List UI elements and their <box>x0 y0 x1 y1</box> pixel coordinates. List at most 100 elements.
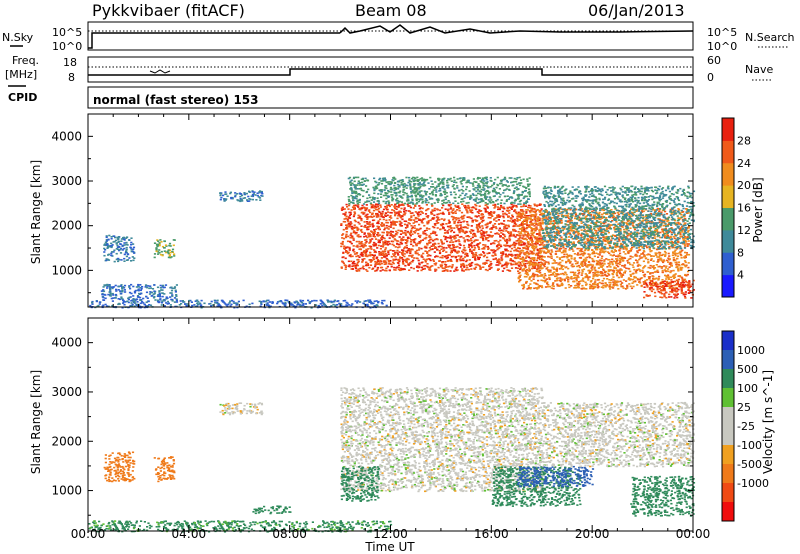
scatter-cell-4 <box>533 267 537 269</box>
scatter-cell-4 <box>436 208 439 210</box>
scatter-cell-4 <box>471 209 474 211</box>
scatter-cell-4 <box>465 268 468 271</box>
scatter-cell-6 <box>663 222 666 224</box>
scatter-cell-3 <box>148 293 152 295</box>
scatter-cell-4 <box>440 245 443 248</box>
scatter-cell-0 <box>120 247 123 250</box>
scatter-cell-4 <box>462 217 465 219</box>
scatter-cell-4 <box>491 215 494 217</box>
scatter-cell-6 <box>571 215 574 217</box>
scatter-cell-4 <box>491 228 494 230</box>
scatter-cell-5 <box>409 187 412 189</box>
scatter-cell-4 <box>417 232 420 235</box>
scatter-cell-6 <box>613 267 616 270</box>
scatter-cell-4 <box>395 267 398 269</box>
scatter-cell-4 <box>409 206 412 209</box>
scatter-cell-4 <box>502 223 505 225</box>
scatter-cell-4 <box>513 205 516 207</box>
scatter-cell-4 <box>471 256 475 258</box>
scatter-cell-4 <box>377 227 380 229</box>
scatter-cell-6 <box>568 286 571 289</box>
scatter-cell-4 <box>432 245 435 247</box>
scatter-cell-5 <box>489 202 492 204</box>
scatter-cell-6 <box>559 247 563 250</box>
scatter-cell-4 <box>427 266 430 269</box>
scatter-cell-5 <box>503 195 506 198</box>
scatter-cell-4 <box>363 233 366 235</box>
scatter-cell-6 <box>586 256 589 259</box>
scatter-cell-4 <box>455 224 458 227</box>
scatter-cell-4 <box>469 248 472 251</box>
scatter-cell-5 <box>431 193 434 196</box>
scatter-cell-4 <box>489 228 492 230</box>
scatter-cell-4 <box>509 232 512 235</box>
scatter-cell-5 <box>411 198 414 201</box>
scatter-cell-6 <box>686 231 689 233</box>
scatter-cell-0 <box>117 260 120 263</box>
scatter-cell-5 <box>385 194 388 197</box>
scatter-cell-6 <box>565 214 568 217</box>
scatter-cell-6 <box>653 267 657 269</box>
scatter-cell-3 <box>106 284 110 287</box>
scatter-cell-6 <box>672 241 675 244</box>
scatter-cell-4 <box>343 245 346 248</box>
scatter-cell-4 <box>345 231 348 233</box>
scatter-cell-5 <box>424 200 427 202</box>
scatter-cell-5 <box>383 177 386 179</box>
scatter-cell-5 <box>394 182 397 184</box>
scatter-cell-6 <box>521 213 524 216</box>
scatter-cell-3 <box>136 295 140 297</box>
scatter-cell-4 <box>417 219 421 221</box>
scatter-cell-4 <box>406 225 409 227</box>
scatter-cell-5 <box>376 197 379 199</box>
scatter-cell-4 <box>507 232 511 235</box>
scatter-cell-5 <box>387 189 390 192</box>
scatter-cell-5 <box>472 178 475 180</box>
scatter-cell-3 <box>170 289 174 292</box>
scatter-cell-4 <box>540 261 543 264</box>
scatter-cell-0 <box>115 248 118 250</box>
freq-label-line2: [MHz] <box>5 68 37 81</box>
scatter-cell-5 <box>453 191 456 193</box>
scatter-cell-4 <box>489 260 492 263</box>
scatter-cell-6 <box>517 277 520 280</box>
scatter-cell-4 <box>389 226 392 228</box>
scatter-cell-4 <box>387 204 391 206</box>
scatter-cell-5 <box>496 176 499 179</box>
scatter-cell-4 <box>376 215 379 217</box>
scatter-cell-5 <box>516 183 519 186</box>
scatter-cell-4 <box>480 229 483 232</box>
scatter-cell-4 <box>392 258 395 261</box>
scatter-cell-3 <box>121 298 124 300</box>
scatter-cell-6 <box>648 276 652 278</box>
scatter-cell-4 <box>434 256 437 258</box>
scatter-cell-3 <box>153 284 156 286</box>
scatter-cell-6 <box>622 287 625 289</box>
scatter-cell-5 <box>413 184 416 186</box>
scatter-cell-5 <box>519 179 523 181</box>
scatter-cell-4 <box>462 226 466 229</box>
scatter-cell-4 <box>481 225 484 227</box>
scatter-cell-4 <box>377 214 380 216</box>
scatter-cell-6 <box>679 231 682 234</box>
date-title: 06/Jan/2013 <box>588 1 685 20</box>
scatter-cell-4 <box>444 236 447 239</box>
scatter-cell-4 <box>488 214 491 216</box>
scatter-cell-5 <box>504 189 507 191</box>
scatter-cell-4 <box>402 249 405 251</box>
scatter-cell-4 <box>399 269 402 271</box>
scatter-cell-4 <box>443 269 446 272</box>
scatter-cell-5 <box>420 177 424 179</box>
scatter-cell-4 <box>465 235 468 238</box>
scatter-cell-4 <box>360 218 363 220</box>
scatter-cell-6 <box>583 210 586 213</box>
scatter-cell-4 <box>506 241 509 243</box>
scatter-cell-4 <box>347 220 350 222</box>
scatter-cell-4 <box>352 261 355 264</box>
scatter-cell-4 <box>368 259 371 261</box>
scatter-cell-5 <box>374 188 377 190</box>
scatter-cell-4 <box>444 236 447 238</box>
scatter-cell-6 <box>527 287 530 289</box>
scatter-cell-5 <box>373 189 376 192</box>
scatter-cell-3 <box>128 286 131 288</box>
